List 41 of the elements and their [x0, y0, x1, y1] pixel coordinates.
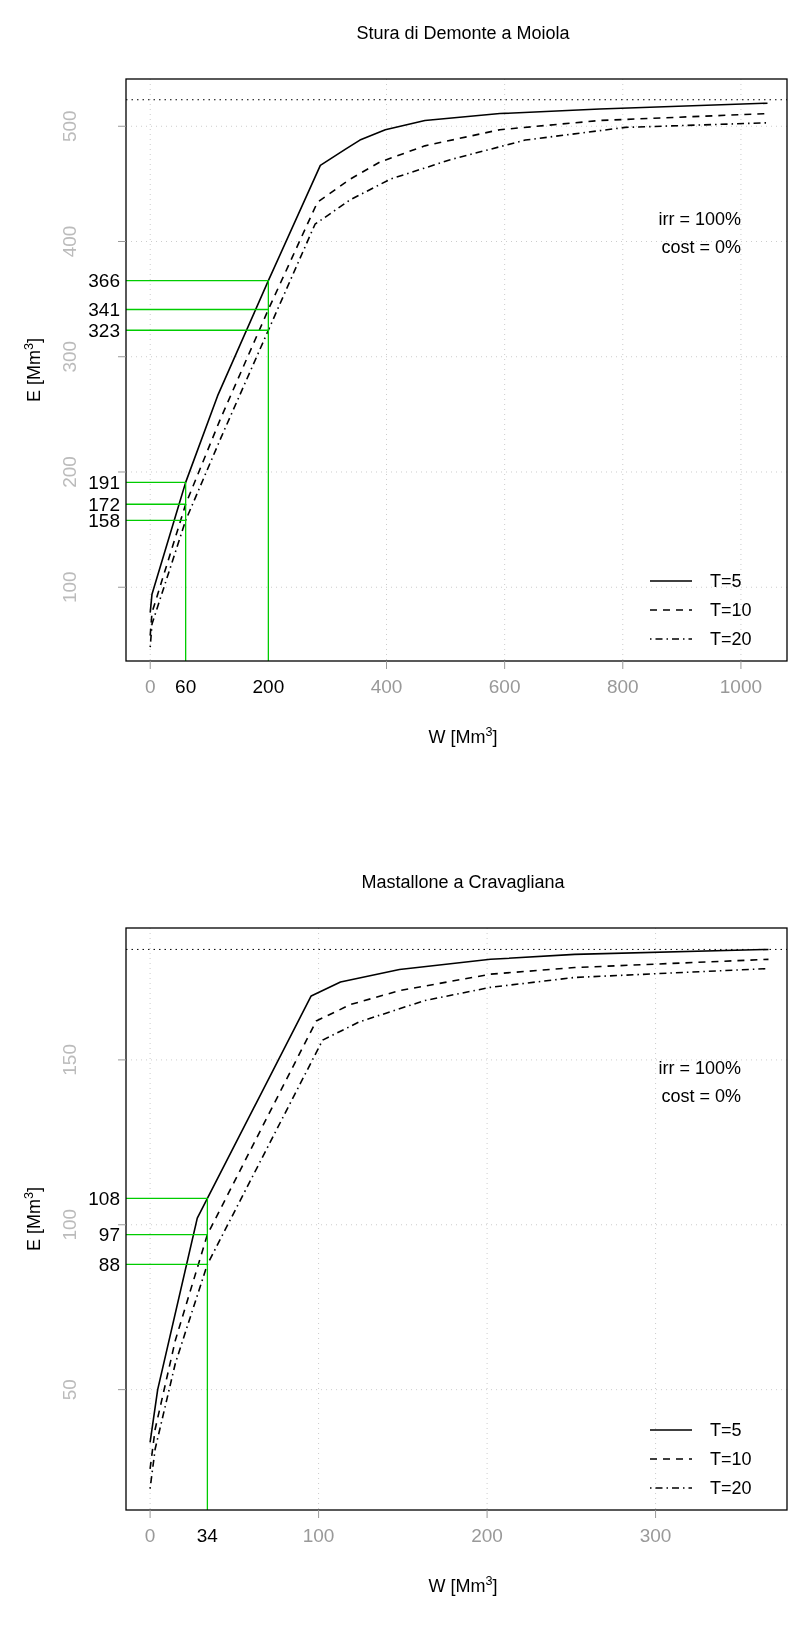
x-tick-label: 0 [144, 1525, 156, 1546]
x-tick-label: 600 [488, 676, 521, 697]
legend-label: T=20 [710, 629, 752, 650]
x-tick-label: 60 [175, 676, 197, 697]
annotation: cost = 0% [661, 1086, 741, 1106]
x-tick-label: 400 [370, 676, 403, 697]
annotation: irr = 100% [658, 1058, 741, 1078]
data-label: 191 [88, 472, 120, 494]
legend-label: T=5 [710, 571, 742, 592]
x-tick-label: 800 [606, 676, 639, 697]
y-tick-label: 300 [59, 340, 80, 373]
data-label: 366 [88, 270, 120, 292]
legend-label: T=20 [710, 1478, 752, 1499]
x-tick-label: 0 [144, 676, 156, 697]
y-tick-label: 200 [59, 456, 80, 488]
data-label: 108 [88, 1188, 120, 1210]
x-tick-label: 300 [639, 1525, 672, 1546]
data-label: 341 [88, 299, 120, 321]
legend-label: T=10 [710, 600, 752, 621]
y-tick-label: 50 [59, 1379, 80, 1401]
x-axis-title: W [Mm$^{3}$] [428, 1574, 498, 1596]
legend-label: T=10 [710, 1449, 752, 1470]
annotation: irr = 100% [658, 209, 741, 229]
chart-title: Stura di Demonte a Moiola [356, 23, 571, 43]
chart-title: Mastallone a Cravagliana [361, 872, 566, 892]
data-label: 88 [98, 1253, 120, 1275]
x-tick-label: 100 [302, 1525, 335, 1546]
data-label: 97 [98, 1224, 120, 1246]
x-tick-label: 1000 [719, 676, 763, 697]
y-tick-label: 100 [59, 1208, 80, 1241]
x-tick-label: 34 [196, 1525, 219, 1546]
legend-label: T=5 [710, 1420, 742, 1441]
data-label: 323 [88, 319, 120, 341]
x-tick-label: 200 [471, 1525, 503, 1546]
x-tick-label: 200 [252, 676, 285, 697]
x-axis-title: W [Mm$^{3}$] [428, 725, 498, 747]
annotation: cost = 0% [661, 237, 741, 257]
y-tick-label: 150 [59, 1044, 80, 1076]
y-tick-label: 400 [59, 225, 80, 258]
y-tick-label: 100 [59, 571, 80, 604]
y-tick-label: 500 [59, 110, 80, 143]
